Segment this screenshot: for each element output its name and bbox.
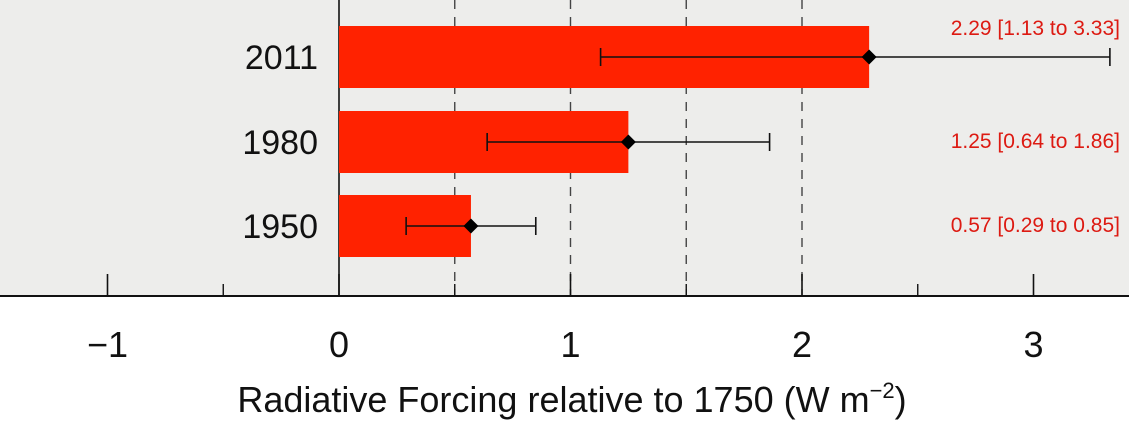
data-label: 0.57 [0.29 to 0.85] (951, 214, 1120, 237)
value-marker (861, 49, 877, 65)
x-axis-title: Radiative Forcing relative to 1750 (W m−… (237, 378, 906, 420)
x-tick-label: 3 (1023, 324, 1043, 365)
markers (463, 49, 877, 234)
value-marker (620, 134, 636, 150)
category-label: 1980 (242, 124, 318, 162)
category-label: 2011 (245, 39, 318, 77)
x-tick-label: 0 (329, 324, 349, 365)
x-tick-label: 1 (560, 324, 580, 365)
category-label: 1950 (242, 208, 318, 246)
value-marker (463, 218, 479, 234)
data-label: 2.29 [1.13 to 3.33] (951, 17, 1120, 40)
x-tick-label: −1 (87, 324, 128, 365)
data-labels: 2.29 [1.13 to 3.33] 1.25 [0.64 to 1.86] 0.… (951, 17, 1120, 237)
data-label: 1.25 [0.64 to 1.86] (951, 130, 1120, 153)
x-axis: −1 0 1 2 3 (0, 274, 1129, 365)
x-tick-label: 2 (792, 324, 812, 365)
category-labels: 2011 1980 1950 (242, 39, 318, 246)
